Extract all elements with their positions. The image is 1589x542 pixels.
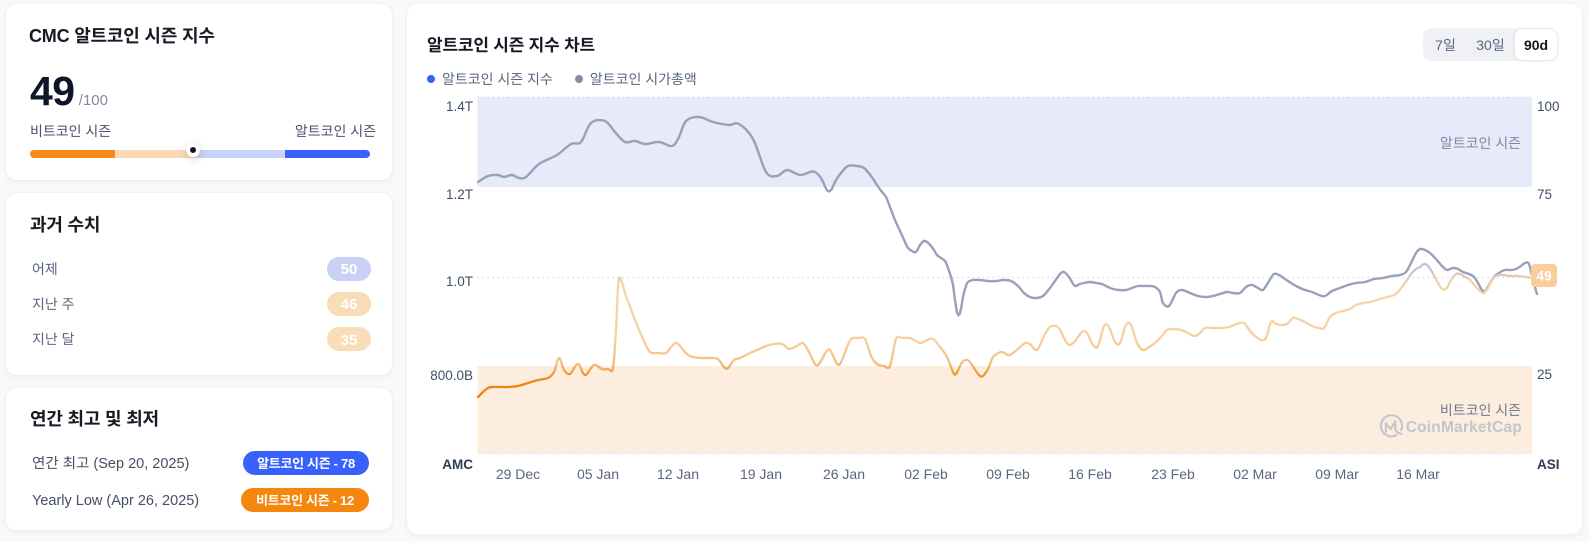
svg-text:49: 49: [1536, 265, 1551, 285]
svg-text:CoinMarketCap: CoinMarketCap: [1406, 415, 1522, 437]
